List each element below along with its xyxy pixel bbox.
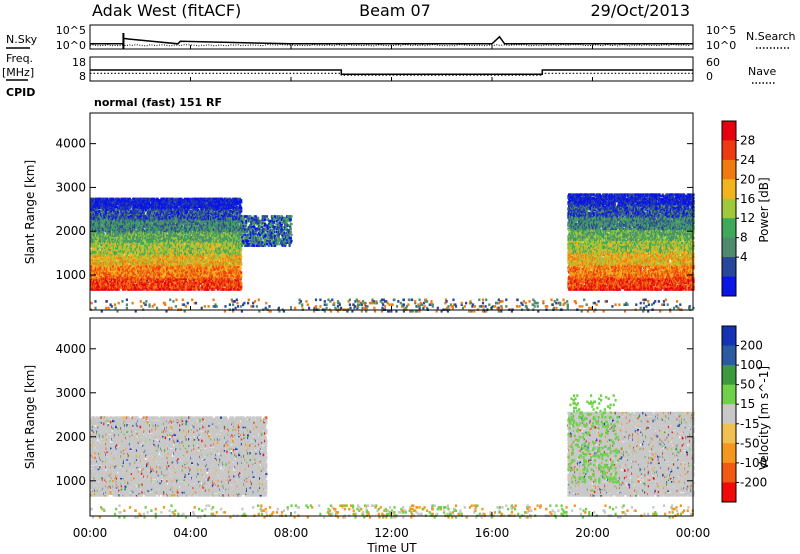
noise-tick-bottom-right: 10^0 [706, 39, 736, 52]
nsearch-line [90, 45, 690, 46]
data-cell [159, 258, 161, 261]
nsky-label: N.Sky [6, 33, 38, 46]
freq-tick-top: 18 [72, 56, 86, 69]
freq-tick-bottom: 8 [79, 70, 86, 83]
date-title: 29/Oct/2013 [590, 1, 690, 20]
cpid-label: CPID [6, 86, 35, 99]
data-cell [147, 198, 149, 201]
freq-label: Freq. [6, 52, 33, 65]
site-title: Adak West (fitACF) [92, 1, 241, 20]
freq-unit-label: [MHz] [2, 66, 34, 79]
data-cell [101, 204, 103, 207]
nave-tick-top: 60 [706, 56, 720, 69]
noise-tick-bottom-left: 10^0 [56, 39, 86, 52]
noise-tick-top-left: 10^5 [56, 24, 86, 37]
beam-title: Beam 07 [359, 1, 431, 20]
freq-series [90, 70, 693, 75]
figure: Adak West (fitACF) Beam 07 29/Oct/2013 N… [0, 0, 800, 554]
freq-line [90, 70, 693, 74]
nsky-line [90, 37, 693, 44]
data-cell [101, 225, 103, 228]
nave-label: Nave [748, 65, 776, 78]
data-cell [101, 267, 103, 270]
nave-tick-bottom: 0 [706, 70, 713, 83]
nsearch-label: N.Search [746, 30, 796, 43]
cpid-text: normal (fast) 151 RF [94, 96, 222, 109]
noise-tick-top-right: 10^5 [706, 24, 736, 37]
